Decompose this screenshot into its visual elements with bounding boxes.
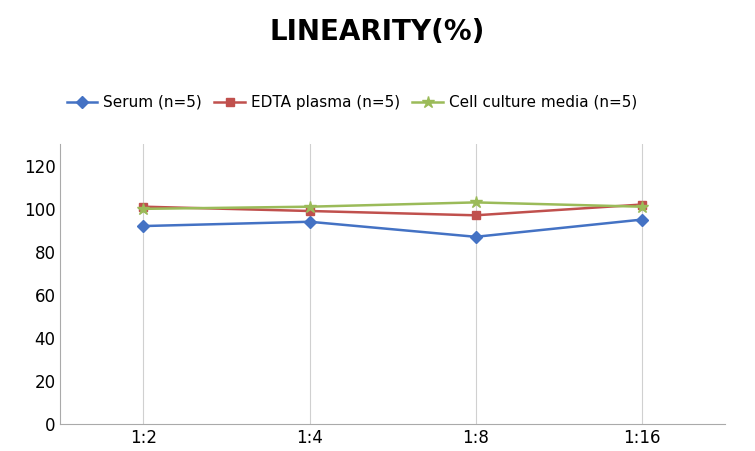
Cell culture media (n=5)	[305, 204, 314, 209]
Line: Serum (n=5): Serum (n=5)	[139, 216, 646, 241]
Serum (n=5)	[305, 219, 314, 225]
Cell culture media (n=5)	[471, 200, 480, 205]
EDTA plasma (n=5)	[637, 202, 646, 207]
Serum (n=5)	[139, 223, 148, 229]
Cell culture media (n=5)	[637, 204, 646, 209]
EDTA plasma (n=5)	[305, 208, 314, 214]
Legend: Serum (n=5), EDTA plasma (n=5), Cell culture media (n=5): Serum (n=5), EDTA plasma (n=5), Cell cul…	[60, 89, 643, 116]
Line: Cell culture media (n=5): Cell culture media (n=5)	[137, 196, 648, 215]
Text: LINEARITY(%): LINEARITY(%)	[270, 18, 485, 46]
EDTA plasma (n=5)	[471, 212, 480, 218]
EDTA plasma (n=5)	[139, 204, 148, 209]
Cell culture media (n=5)	[139, 206, 148, 212]
Serum (n=5)	[637, 217, 646, 222]
Serum (n=5)	[471, 234, 480, 239]
Line: EDTA plasma (n=5): EDTA plasma (n=5)	[139, 200, 646, 220]
